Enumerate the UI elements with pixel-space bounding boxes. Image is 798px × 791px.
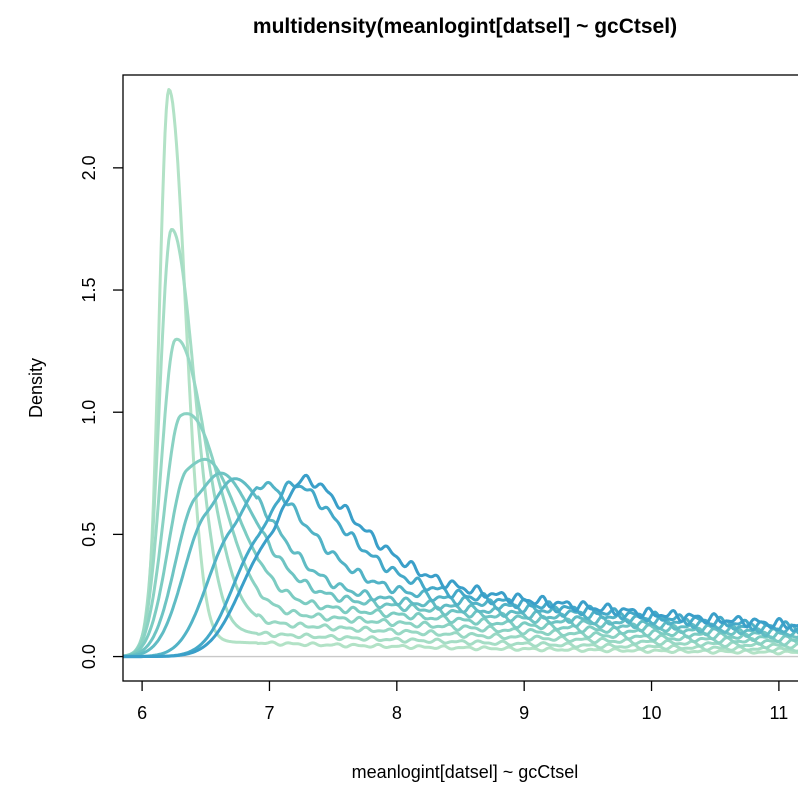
- x-tick-label: 11: [770, 703, 789, 723]
- x-tick-label: 6: [137, 703, 147, 723]
- chart-title: multidensity(meanlogint[datsel] ~ gcCtse…: [253, 15, 677, 38]
- density-curve-7: [122, 477, 798, 658]
- plot-frame: [122, 74, 798, 682]
- x-tick-label: 10: [642, 703, 662, 723]
- x-tick-label: 9: [519, 703, 529, 723]
- y-tick-label: 1.5: [79, 278, 99, 303]
- density-curve-9: [122, 480, 798, 659]
- axes: 6 7 8 9 10 11 0.0 0.5 1.0 1.5 2.0: [79, 155, 788, 723]
- density-curve-1: [122, 88, 798, 658]
- x-tick-label: 8: [392, 703, 402, 723]
- y-tick-label: 0.5: [79, 522, 99, 547]
- x-axis-label: meanlogint[datsel] ~ gcCtsel: [352, 762, 579, 782]
- y-tick-label: 0.0: [79, 644, 99, 669]
- density-curve-8: [122, 480, 798, 658]
- density-curve-3: [122, 337, 798, 658]
- density-curve-2: [122, 228, 798, 658]
- y-tick-label: 2.0: [79, 155, 99, 180]
- density-curves: [122, 88, 798, 659]
- y-tick-label: 1.0: [79, 400, 99, 425]
- x-tick-label: 7: [264, 703, 274, 723]
- density-curve-10: [122, 473, 798, 659]
- density-curve-5: [122, 457, 798, 658]
- y-axis-label: Density: [26, 358, 46, 418]
